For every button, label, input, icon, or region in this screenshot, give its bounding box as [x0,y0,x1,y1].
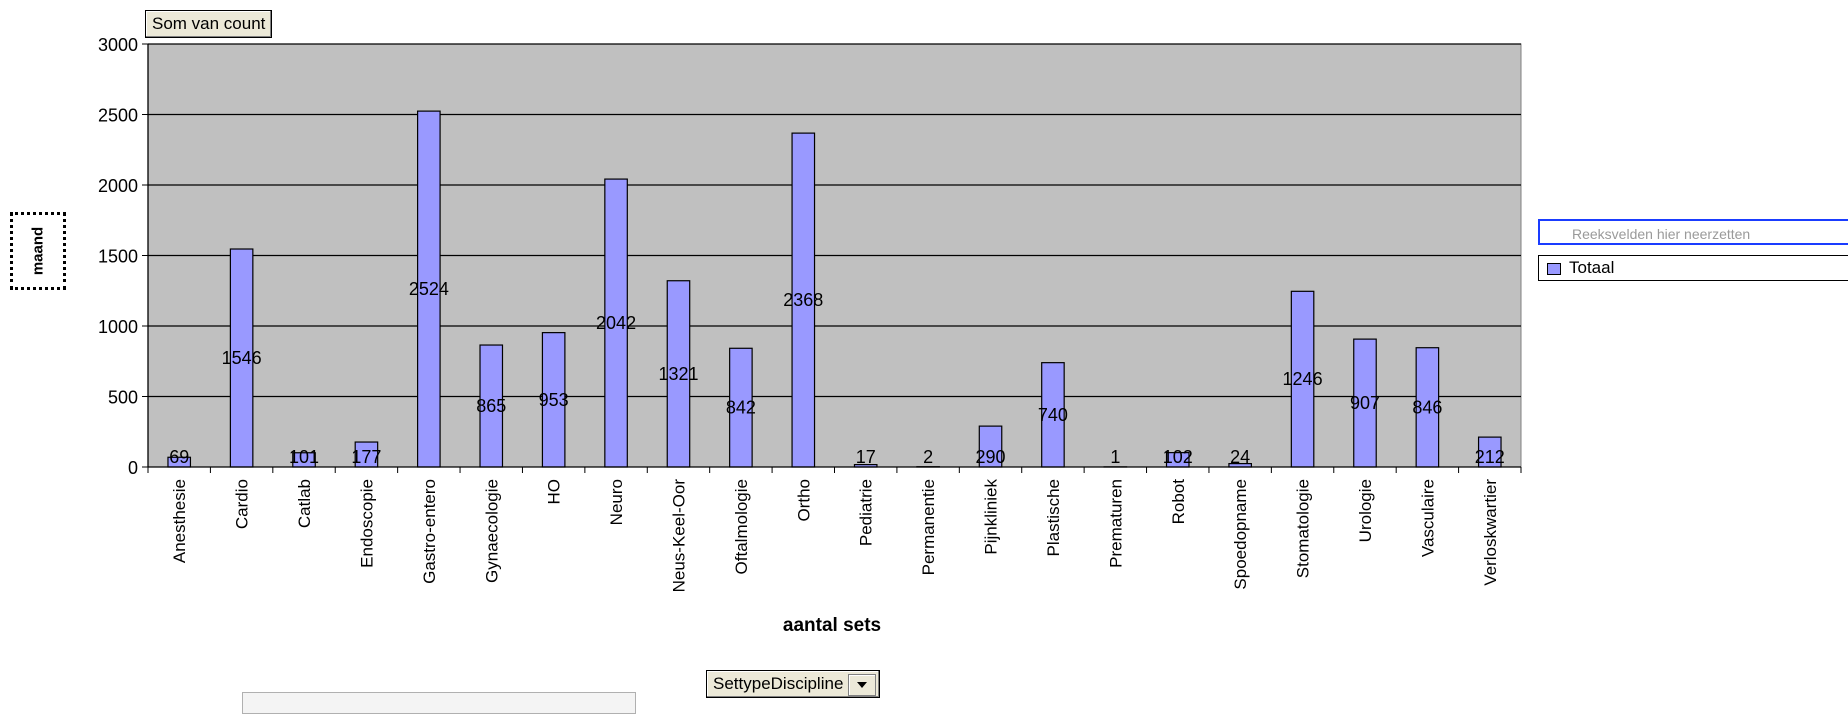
data-label: 101 [289,447,319,467]
x-tick-label: Plastische [1044,479,1063,556]
data-label: 212 [1475,447,1505,467]
x-tick-label: Prematuren [1106,479,1125,568]
data-label: 177 [351,447,381,467]
y-tick-label: 0 [128,458,138,478]
x-tick-label: Pijnkliniek [982,479,1001,555]
legend-entry-totaal: Totaal [1569,258,1614,277]
x-tick-label: Neus-Keel-Oor [669,479,688,593]
y-tick-label: 1500 [98,247,138,267]
page-field-drop-zone[interactable] [242,692,636,714]
x-tick-label: Anesthesie [170,479,189,563]
x-tick-label: HO [545,479,564,505]
data-label: 1546 [222,348,262,368]
data-label: 2368 [783,290,823,310]
y-axis-title: maand [30,227,47,275]
y-axis: 0 500 1000 1500 2000 2500 3000 [98,35,148,478]
x-tick-label: Spoedopname [1231,479,1250,590]
data-label: 24 [1230,447,1250,467]
data-label: 865 [476,396,506,416]
x-tick-label: Verloskwartier [1481,479,1500,586]
data-label: 2524 [409,279,449,299]
data-label: 846 [1412,397,1442,417]
x-tick-label: Cardio [233,479,252,529]
data-label: 290 [975,447,1005,467]
x-tick-label: Pediatrie [857,479,876,546]
data-label: 69 [169,447,189,467]
data-label: 2 [923,447,933,467]
x-axis-title: aantal sets [783,615,881,636]
data-label: 1321 [658,364,698,384]
data-field-button[interactable]: Som van count [145,10,272,38]
x-tick-label: Catlab [295,479,314,528]
row-field-button[interactable]: SettypeDiscipline [706,670,880,698]
x-tick-label: Permanentie [919,479,938,575]
data-label: 907 [1350,393,1380,413]
y-axis-field-button[interactable]: maand [10,212,66,290]
data-label: 953 [539,390,569,410]
y-tick-label: 1000 [98,317,138,337]
x-axis: Anesthesie Cardio Catlab Endoscopie Gastro-e… [148,467,1521,592]
x-tick-label: Vasculaire [1418,479,1437,557]
x-tick-label: Gastro-entero [420,479,439,584]
y-tick-label: 500 [108,388,138,408]
y-tick-label: 3000 [98,35,138,55]
x-tick-label: Oftalmologie [732,479,751,574]
data-label: 102 [1163,447,1193,467]
x-tick-label: Urologie [1356,479,1375,542]
y-tick-label: 2000 [98,176,138,196]
x-tick-label: Endoscopie [357,479,376,568]
data-label: 1 [1110,447,1120,467]
data-label: 740 [1038,405,1068,425]
row-field-label: SettypeDiscipline [713,674,843,693]
data-label: 2042 [596,313,636,333]
legend: Totaal [1538,255,1848,281]
series-drop-zone[interactable]: Reeksvelden hier neerzetten [1538,219,1848,245]
x-tick-label: Ortho [794,479,813,522]
x-tick-label: Neuro [607,479,626,525]
data-label: 17 [856,447,876,467]
data-label: 842 [726,398,756,418]
x-tick-label: Gynaecologie [482,479,501,583]
y-tick-label: 2500 [98,106,138,126]
chevron-down-icon[interactable] [848,674,876,696]
data-label: 1246 [1283,369,1323,389]
x-tick-label: Stomatologie [1294,479,1313,578]
x-tick-label: Robot [1169,479,1188,525]
legend-swatch [1547,263,1561,275]
